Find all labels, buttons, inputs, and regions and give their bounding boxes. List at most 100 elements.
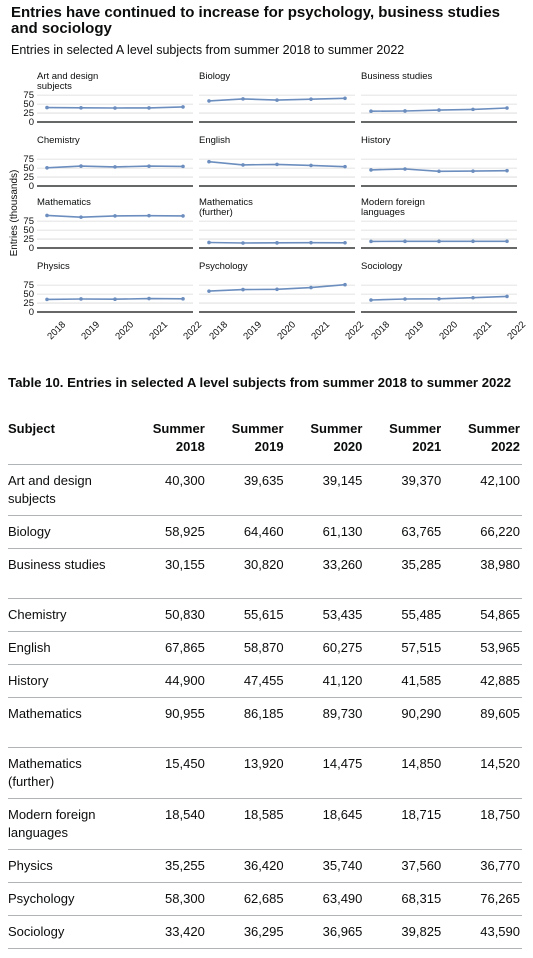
entries-table: Subject Summer 2018 Summer 2019 Summer 2… <box>8 406 522 949</box>
data-point <box>505 294 509 299</box>
table-row: Sociology 33,420 36,295 36,965 39,825 43,590 <box>8 915 522 949</box>
x-tick-label: 2019 <box>241 319 264 342</box>
table-cell-value: 47,455 <box>206 664 286 698</box>
table-cell-value: 35,255 <box>128 849 207 883</box>
data-point <box>369 298 373 302</box>
table-cell-value: 42,100 <box>443 464 522 516</box>
data-point <box>79 106 83 110</box>
table-cell-value: 33,260 <box>285 548 365 599</box>
table-cell-value: 58,300 <box>128 882 207 916</box>
data-point <box>207 99 211 103</box>
table-cell-value: 76,265 <box>443 882 522 916</box>
header-subject: Subject <box>8 406 128 465</box>
panel-title: Business studies <box>361 71 433 82</box>
table-row: Physics 35,255 36,420 35,740 37,560 36,770 <box>8 849 522 883</box>
chart-subtitle: Entries in selected A level subjects fro… <box>11 43 405 57</box>
panel-title: Physics <box>37 261 70 272</box>
data-point <box>181 164 185 169</box>
table-cell-value: 36,295 <box>206 915 286 949</box>
table-cell-subject: Mathematics (further) <box>8 747 128 799</box>
table-cell-value: 90,955 <box>128 697 207 748</box>
table-cell-value: 30,820 <box>206 548 286 599</box>
table-cell-subject: English <box>8 631 128 665</box>
x-tick-label: 2020 <box>275 319 298 342</box>
table-cell-value: 63,765 <box>364 515 444 549</box>
y-tick-label: 0 <box>29 181 34 192</box>
x-tick-label: 2022 <box>505 319 528 342</box>
data-point <box>505 106 509 110</box>
data-point <box>437 108 441 112</box>
data-point <box>437 169 441 174</box>
x-tick-label: 2020 <box>113 319 136 342</box>
panel-title: Mathematics (further) <box>199 197 253 218</box>
table-cell-value: 90,290 <box>364 697 444 748</box>
y-tick-label: 0 <box>29 243 34 254</box>
data-point <box>181 105 185 109</box>
data-point <box>241 97 245 101</box>
x-tick-label: 2019 <box>403 319 426 342</box>
data-point <box>471 239 475 244</box>
table-row: Modern foreign languages 18,540 18,585 18,6… <box>8 798 522 850</box>
data-point <box>79 215 83 219</box>
data-point <box>309 240 313 245</box>
table-cell-value: 68,315 <box>364 882 444 916</box>
data-point <box>207 289 211 293</box>
y-tick-label: 75 <box>23 216 34 227</box>
data-point <box>147 106 151 110</box>
table-cell-value: 18,585 <box>206 798 286 850</box>
table-cell-subject: Chemistry <box>8 598 128 632</box>
table-cell-value: 41,120 <box>285 664 365 698</box>
table-cell-value: 89,605 <box>443 697 522 748</box>
y-tick-label: 75 <box>23 280 34 291</box>
table-cell-value: 64,460 <box>206 515 286 549</box>
data-point <box>343 282 347 287</box>
data-point <box>45 213 49 218</box>
data-point <box>309 163 313 168</box>
table-cell-subject: Biology <box>8 515 128 549</box>
x-tick-label: 2018 <box>207 319 230 342</box>
x-tick-label: 2022 <box>181 319 204 342</box>
y-tick-label: 25 <box>23 298 34 309</box>
chart-title: Entries have continued to increase for p… <box>11 4 501 37</box>
table-cell-subject: History <box>8 664 128 698</box>
header-summer-2019: Summer 2019 <box>206 406 286 465</box>
table-cell-value: 62,685 <box>206 882 286 916</box>
data-point <box>369 239 373 244</box>
small-multiples-chart: Entries (thousands) Art and design subject… <box>9 71 528 342</box>
y-tick-label: 0 <box>29 307 34 318</box>
panel-title: English <box>199 135 230 146</box>
table-cell-value: 37,560 <box>364 849 444 883</box>
table-cell-value: 60,275 <box>285 631 365 665</box>
x-tick-label: 2019 <box>79 319 102 342</box>
panel-title: History <box>361 135 391 146</box>
data-point <box>147 296 151 301</box>
table-cell-value: 14,850 <box>364 747 444 799</box>
table-cell-subject: Art and design subjects <box>8 464 128 516</box>
table-cell-value: 86,185 <box>206 697 286 748</box>
table-cell-value: 53,965 <box>443 631 522 665</box>
table-cell-value: 40,300 <box>128 464 207 516</box>
table-row: History 44,900 47,455 41,120 41,585 42,885 <box>8 664 522 698</box>
data-point <box>275 98 279 102</box>
table-cell-subject: Mathematics <box>8 697 128 748</box>
y-tick-label: 75 <box>23 154 34 165</box>
data-point <box>147 164 151 168</box>
table-row: Biology 58,925 64,460 61,130 63,765 66,220 <box>8 515 522 549</box>
table-cell-value: 39,370 <box>364 464 444 516</box>
panel-title: Psychology <box>199 261 248 272</box>
table-cell-value: 55,615 <box>206 598 286 632</box>
table-cell-value: 18,645 <box>285 798 365 850</box>
table-cell-subject: Physics <box>8 849 128 883</box>
table-cell-value: 14,475 <box>285 747 365 799</box>
data-point <box>471 107 475 112</box>
table-cell-value: 35,285 <box>364 548 444 599</box>
data-point <box>343 96 347 101</box>
header-summer-2020: Summer 2020 <box>285 406 365 465</box>
table-row: Mathematics 90,955 86,185 89,730 90,290 89,60… <box>8 697 522 748</box>
y-tick-label: 25 <box>23 234 34 245</box>
data-point <box>471 169 475 173</box>
data-point <box>113 165 117 169</box>
table-cell-value: 44,900 <box>128 664 207 698</box>
y-tick-label: 75 <box>23 90 34 101</box>
data-point <box>343 241 347 245</box>
